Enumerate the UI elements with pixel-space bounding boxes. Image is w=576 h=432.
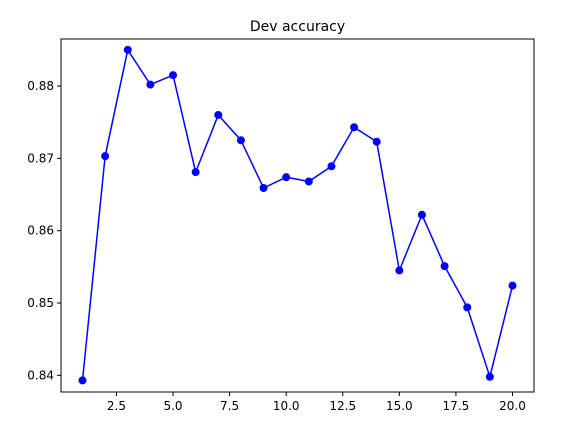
plot-area: 2.5 5.0 7.5 10.0 12.5 15.0 17.5 20.0 0.84 0.85 0.8… xyxy=(27,45,526,413)
data-point xyxy=(372,137,381,146)
data-point xyxy=(508,281,517,290)
x-tick-label: 5.0 xyxy=(163,399,182,413)
x-tick-label: 10.0 xyxy=(273,399,300,413)
axes-frame xyxy=(60,38,535,393)
data-point xyxy=(169,71,178,80)
y-tick-label: 0.85 xyxy=(27,296,54,310)
data-point xyxy=(463,303,472,312)
data-point xyxy=(417,210,426,219)
data-point xyxy=(123,45,132,54)
data-point xyxy=(350,123,359,132)
y-tick-label: 0.86 xyxy=(27,224,54,238)
x-tick-label: 17.5 xyxy=(443,399,470,413)
x-tick-label: 2.5 xyxy=(107,399,126,413)
series-line xyxy=(81,49,514,381)
data-point xyxy=(146,80,155,89)
data-point xyxy=(440,262,449,271)
x-tick-label: 7.5 xyxy=(220,399,239,413)
data-point xyxy=(304,177,313,186)
x-tick-label: 15.0 xyxy=(386,399,413,413)
x-tick-label: 20.0 xyxy=(499,399,526,413)
data-point xyxy=(101,152,110,161)
data-point xyxy=(327,162,336,171)
data-point xyxy=(78,376,87,385)
x-tick-label: 12.5 xyxy=(329,399,356,413)
chart-title: Dev accuracy xyxy=(250,19,345,35)
data-point xyxy=(191,168,200,177)
y-tick-label: 0.88 xyxy=(27,79,54,93)
data-point xyxy=(282,173,291,182)
data-point xyxy=(214,110,223,119)
data-point xyxy=(485,372,494,381)
data-point xyxy=(395,266,404,275)
y-tick-label: 0.87 xyxy=(27,151,54,165)
data-point xyxy=(259,184,268,193)
data-point xyxy=(236,136,245,145)
y-tick-label: 0.84 xyxy=(27,368,54,382)
